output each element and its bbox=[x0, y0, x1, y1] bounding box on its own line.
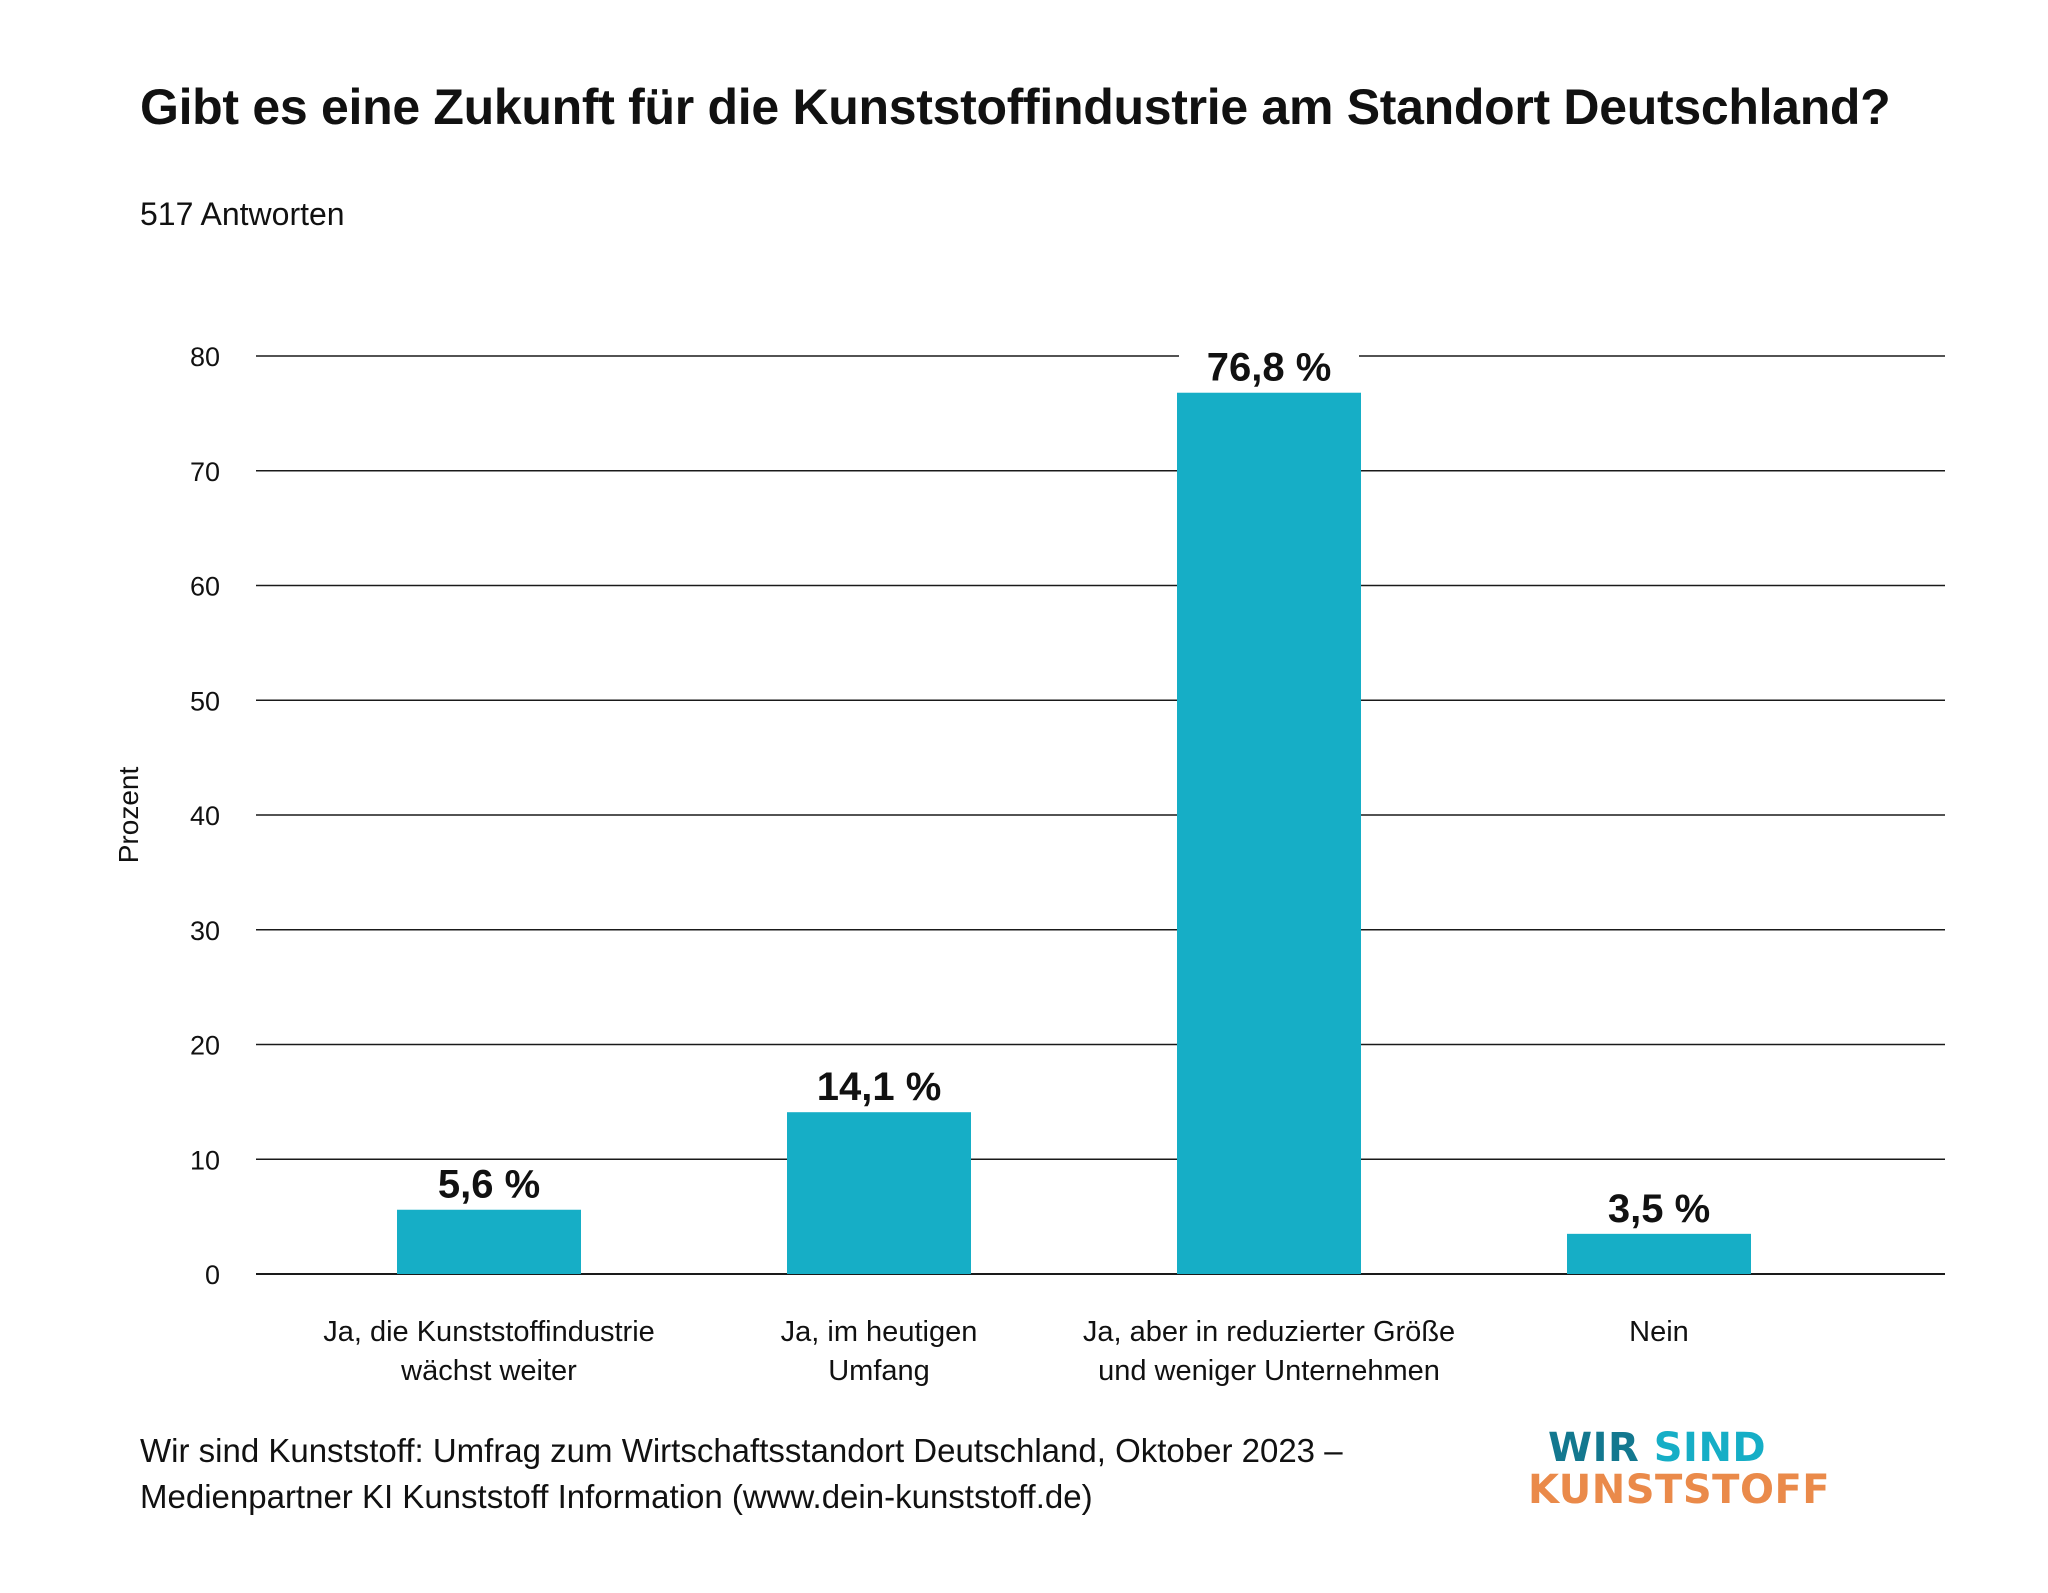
source-line-1: Wir sind Kunststoff: Umfrag zum Wirtscha… bbox=[140, 1432, 1343, 1469]
y-tick-label: 20 bbox=[190, 1031, 220, 1061]
bar bbox=[1567, 1233, 1751, 1274]
bar bbox=[397, 1209, 581, 1274]
bar-value-label: 3,5 % bbox=[1608, 1187, 1710, 1231]
bar-chart: 0 10 20 30 40 50 60 70 80 Prozent 5,6 % Ja, die Kun… bbox=[113, 342, 1945, 1387]
response-count: 517 Antworten bbox=[140, 196, 345, 232]
x-category-label: Ja, die Kunststoffindustrie bbox=[323, 1316, 655, 1348]
x-category-label: Ja, im heutigen bbox=[781, 1316, 978, 1348]
source-note: Wir sind Kunststoff: Umfrag zum Wirtscha… bbox=[140, 1428, 1343, 1520]
y-tick-label: 30 bbox=[190, 916, 220, 946]
y-tick-label: 0 bbox=[205, 1260, 220, 1290]
y-axis-label: Prozent bbox=[113, 767, 144, 864]
x-category-label: Ja, aber in reduzierter Größe bbox=[1083, 1316, 1455, 1348]
x-category-label: Umfang bbox=[828, 1355, 930, 1387]
x-category-label: wächst weiter bbox=[400, 1355, 577, 1387]
logo-word-sind: SIND bbox=[1653, 1425, 1767, 1471]
bar bbox=[1177, 392, 1361, 1275]
y-tick-label: 40 bbox=[190, 801, 220, 831]
bar-value-label: 14,1 % bbox=[817, 1065, 942, 1109]
bar bbox=[787, 1112, 971, 1274]
wir-sind-kunststoff-logo: WIR SIND KUNSTSTOFF bbox=[1528, 1427, 1830, 1511]
logo-word-wir: WIR bbox=[1548, 1425, 1640, 1471]
x-category-label: Nein bbox=[1629, 1316, 1689, 1348]
chart-title: Gibt es eine Zukunft für die Kunststoffi… bbox=[140, 79, 1891, 135]
bar-value-label: 76,8 % bbox=[1207, 346, 1332, 390]
bar-value-label: 5,6 % bbox=[438, 1163, 540, 1207]
y-tick-label: 50 bbox=[190, 686, 220, 716]
source-line-2: Medienpartner KI Kunststoff Information … bbox=[140, 1478, 1093, 1515]
y-tick-label: 70 bbox=[190, 457, 220, 487]
y-tick-label: 80 bbox=[190, 342, 220, 372]
x-category-label: und weniger Unternehmen bbox=[1098, 1355, 1440, 1387]
y-tick-label: 10 bbox=[190, 1145, 220, 1175]
y-tick-label: 60 bbox=[190, 572, 220, 602]
logo-word-kunststoff: KUNSTSTOFF bbox=[1528, 1467, 1831, 1513]
